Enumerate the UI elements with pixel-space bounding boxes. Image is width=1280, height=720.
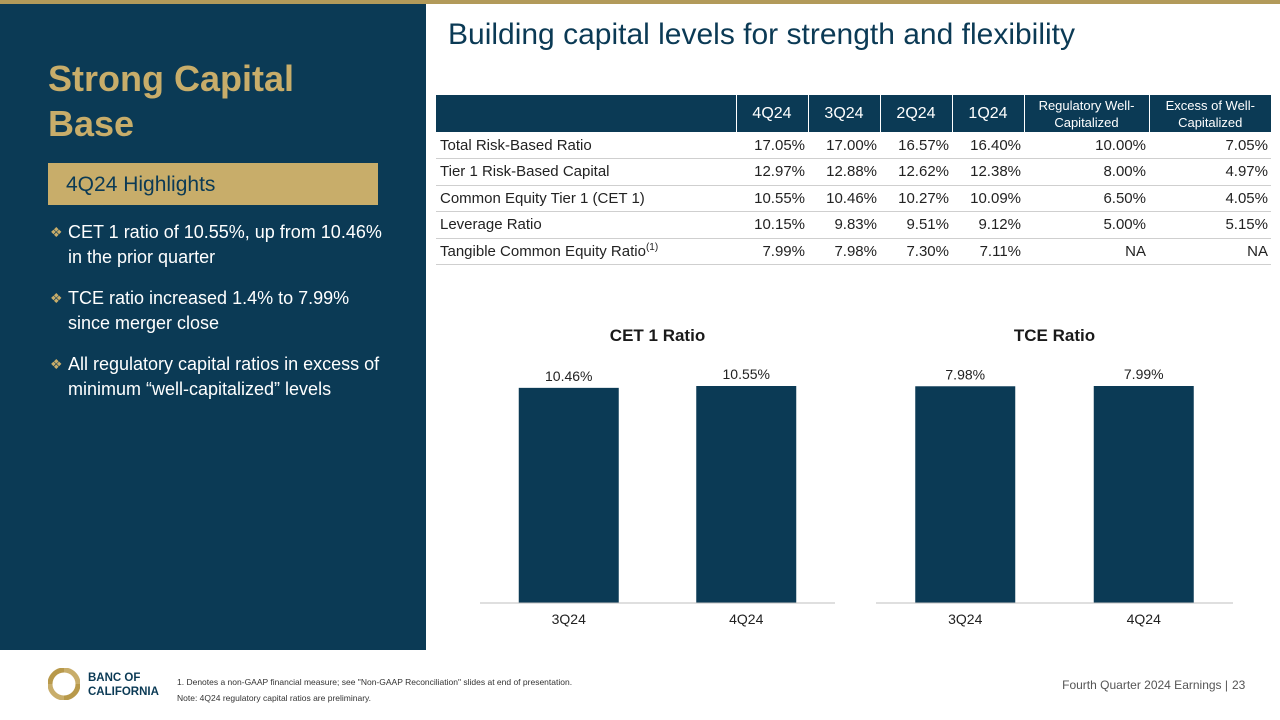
banc-of-california-logo-icon bbox=[48, 668, 80, 700]
sidebar-title: Strong Capital Base bbox=[48, 58, 295, 144]
bar-value-label: 10.55% bbox=[723, 366, 770, 382]
capital-ratios-table: 4Q24 3Q24 2Q24 1Q24 Regulatory Well-Capi… bbox=[436, 95, 1271, 265]
table-cell: 7.99% bbox=[736, 238, 808, 265]
footnote-marker: (1) bbox=[645, 242, 659, 254]
bar-value-label: 7.98% bbox=[945, 366, 985, 382]
x-tick-label: 3Q24 bbox=[552, 611, 586, 627]
row-label: Total Risk-Based Ratio bbox=[436, 132, 736, 159]
footer-label: Fourth Quarter 2024 Earnings | bbox=[1062, 678, 1228, 692]
table-cell: 10.15% bbox=[736, 211, 808, 239]
bar-4q24 bbox=[1093, 386, 1194, 603]
table-header-row: 4Q24 3Q24 2Q24 1Q24 Regulatory Well-Capi… bbox=[436, 95, 1271, 132]
header-2q24: 2Q24 bbox=[879, 95, 952, 132]
table-cell: 16.40% bbox=[952, 132, 1024, 159]
table-row: Tangible Common Equity Ratio(1) 7.99% 7.98… bbox=[436, 238, 1271, 265]
tce-chart-svg: 7.98% 3Q24 7.99% 4Q24 bbox=[876, 366, 1233, 627]
table-cell: 8.00% bbox=[1024, 158, 1149, 186]
table-cell: NA bbox=[1024, 238, 1149, 265]
table-cell: 16.57% bbox=[880, 132, 952, 159]
highlights-list: ❖ CET 1 ratio of 10.55%, up from 10.46% … bbox=[48, 220, 388, 418]
sidebar: Strong Capital Base 4Q24 Highlights ❖ CE… bbox=[0, 4, 426, 650]
row-label: Tier 1 Risk-Based Capital bbox=[436, 158, 736, 186]
row-label: Leverage Ratio bbox=[436, 211, 736, 239]
table-cell: 10.27% bbox=[880, 185, 952, 212]
row-label-text: Tier 1 Risk-Based Capital bbox=[440, 163, 610, 181]
header-excess: Excess of Well-Capitalized bbox=[1148, 95, 1271, 132]
bar-3q24 bbox=[518, 387, 619, 603]
bullet-text: CET 1 ratio of 10.55%, up from 10.46% in… bbox=[68, 222, 382, 267]
table-cell: 10.55% bbox=[736, 185, 808, 212]
highlight-bullet: ❖ All regulatory capital ratios in exces… bbox=[48, 352, 388, 402]
table-row: Common Equity Tier 1 (CET 1) 10.55% 10.46%… bbox=[436, 185, 1271, 212]
table-cell: 10.09% bbox=[952, 185, 1024, 212]
table-cell: 12.97% bbox=[736, 158, 808, 186]
highlight-bullet: ❖ CET 1 ratio of 10.55%, up from 10.46% … bbox=[48, 220, 388, 270]
table-cell: 7.11% bbox=[952, 238, 1024, 265]
table-cell: 12.62% bbox=[880, 158, 952, 186]
x-tick-label: 4Q24 bbox=[729, 611, 763, 627]
table-cell: 6.50% bbox=[1024, 185, 1149, 212]
cet1-chart: CET 1 Ratio 10.46% 3Q24 10.55% 4Q24 bbox=[480, 322, 835, 642]
bullet-text: All regulatory capital ratios in excess … bbox=[68, 354, 380, 399]
tce-chart: TCE Ratio 7.98% 3Q24 7.99% 4Q24 bbox=[876, 322, 1233, 642]
table-cell: 12.88% bbox=[808, 158, 880, 186]
brand-line-2: CALIFORNIA bbox=[88, 686, 159, 698]
table-cell: 17.05% bbox=[736, 132, 808, 159]
diamond-bullet-icon: ❖ bbox=[50, 290, 63, 306]
table-cell: 5.00% bbox=[1024, 211, 1149, 239]
table-cell: 4.97% bbox=[1149, 158, 1271, 186]
table-cell: 17.00% bbox=[808, 132, 880, 159]
row-label-text: Total Risk-Based Ratio bbox=[440, 136, 592, 154]
header-4q24: 4Q24 bbox=[735, 95, 808, 132]
diamond-bullet-icon: ❖ bbox=[50, 224, 63, 240]
highlight-bullet: ❖ TCE ratio increased 1.4% to 7.99% sinc… bbox=[48, 286, 388, 336]
highlights-label: 4Q24 Highlights bbox=[66, 173, 216, 196]
table-cell: 7.05% bbox=[1149, 132, 1271, 159]
brand-name: BANC OF CALIFORNIA bbox=[88, 671, 159, 699]
header-3q24: 3Q24 bbox=[807, 95, 880, 132]
table-cell: 9.83% bbox=[808, 211, 880, 239]
row-label-text: Common Equity Tier 1 (CET 1) bbox=[440, 189, 645, 207]
row-label-text: Tangible Common Equity Ratio bbox=[440, 243, 646, 261]
bar-value-label: 7.99% bbox=[1124, 366, 1164, 382]
page-title: Building capital levels for strength and… bbox=[448, 18, 1075, 51]
bar-value-label: 10.46% bbox=[545, 368, 592, 384]
bullet-text: TCE ratio increased 1.4% to 7.99% since … bbox=[68, 288, 350, 333]
table-cell: 7.30% bbox=[880, 238, 952, 265]
table-cell: 9.51% bbox=[880, 211, 952, 239]
row-label: Tangible Common Equity Ratio(1) bbox=[436, 238, 736, 265]
table-cell: 7.98% bbox=[808, 238, 880, 265]
page-number: 23 bbox=[1232, 678, 1246, 692]
header-blank bbox=[436, 95, 736, 132]
table-cell: 5.15% bbox=[1149, 211, 1271, 239]
table-cell: 4.05% bbox=[1149, 185, 1271, 212]
tce-chart-title: TCE Ratio bbox=[1013, 326, 1096, 345]
table-cell: 10.00% bbox=[1024, 132, 1149, 159]
table-row: Total Risk-Based Ratio 17.05% 17.00% 16.57%… bbox=[436, 132, 1271, 159]
brand-line-1: BANC OF bbox=[88, 672, 141, 684]
table-row: Leverage Ratio 10.15% 9.83% 9.51% 9.12% 5.00%… bbox=[436, 211, 1271, 239]
row-label: Common Equity Tier 1 (CET 1) bbox=[436, 185, 736, 212]
top-rule bbox=[0, 0, 1280, 4]
bar-4q24 bbox=[696, 386, 797, 603]
footnote-2: Note: 4Q24 regulatory capital ratios are… bbox=[177, 693, 372, 703]
table-cell: 12.38% bbox=[952, 158, 1024, 186]
table-cell: NA bbox=[1149, 238, 1271, 265]
x-tick-label: 3Q24 bbox=[948, 611, 982, 627]
table-cell: 10.46% bbox=[808, 185, 880, 212]
table-cell: 9.12% bbox=[952, 211, 1024, 239]
highlights-banner: 4Q24 Highlights bbox=[48, 163, 378, 205]
header-1q24: 1Q24 bbox=[951, 95, 1024, 132]
x-tick-label: 4Q24 bbox=[1127, 611, 1161, 627]
footnote-1: 1. Denotes a non-GAAP financial measure;… bbox=[177, 677, 573, 687]
cet1-chart-title: CET 1 Ratio bbox=[609, 326, 706, 345]
row-label-text: Leverage Ratio bbox=[440, 216, 542, 234]
diamond-bullet-icon: ❖ bbox=[50, 356, 63, 372]
table-row: Tier 1 Risk-Based Capital 12.97% 12.88% 12.… bbox=[436, 158, 1271, 186]
bar-3q24 bbox=[915, 386, 1016, 603]
header-regulatory: Regulatory Well-Capitalized bbox=[1023, 95, 1149, 132]
cet1-chart-svg: 10.46% 3Q24 10.55% 4Q24 bbox=[480, 366, 835, 627]
